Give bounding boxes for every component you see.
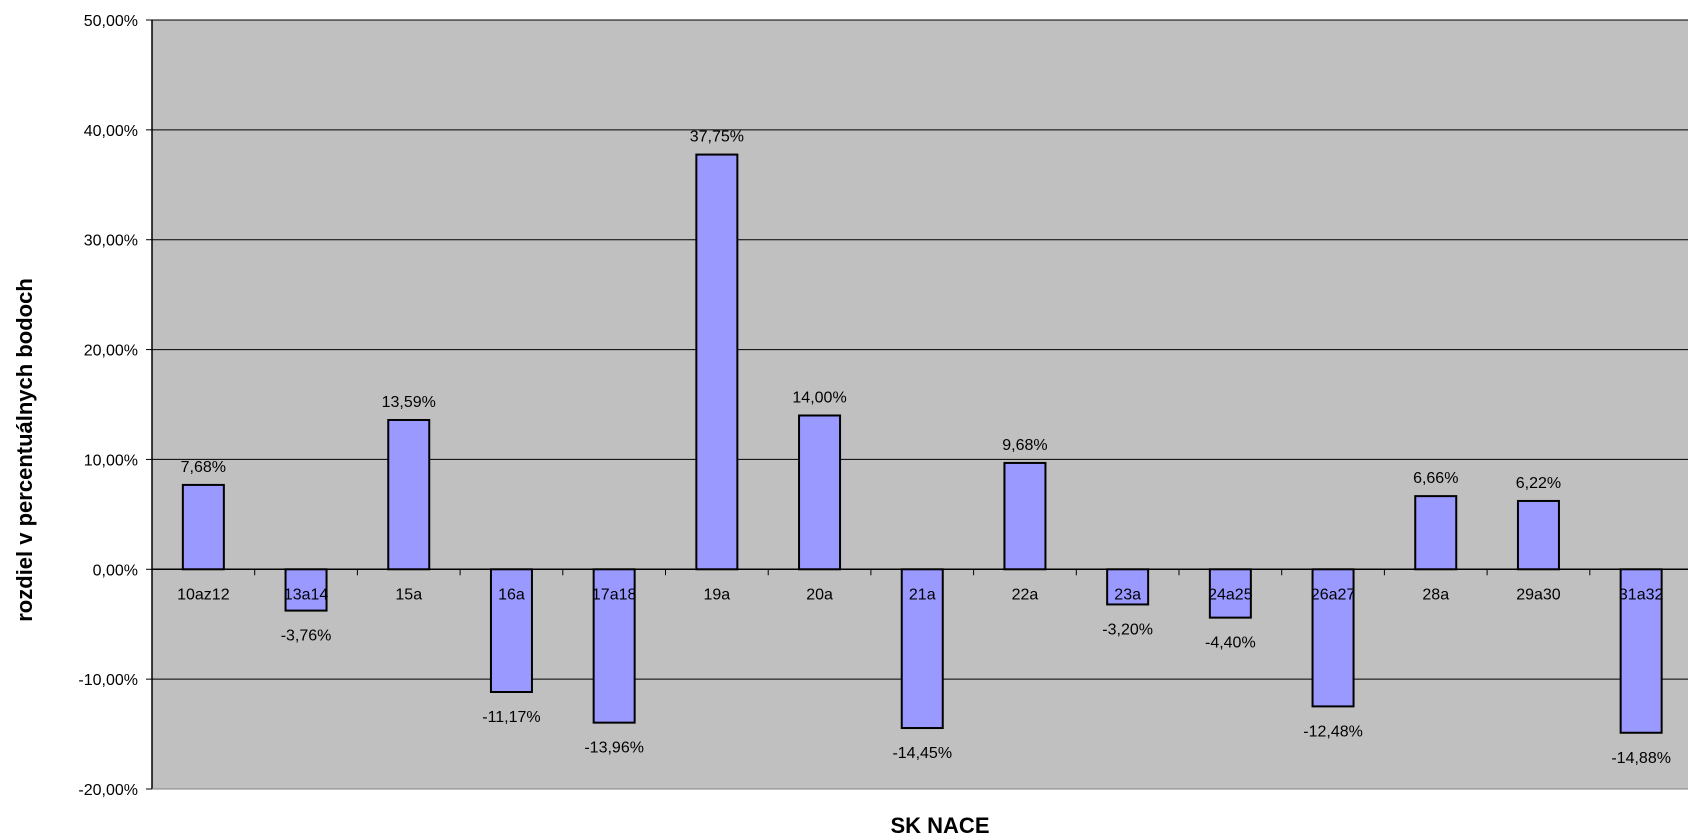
y-tick-label: -10,00% xyxy=(78,672,138,689)
bar-26a27 xyxy=(1311,568,1355,708)
x-tick-label: 13a14 xyxy=(284,586,329,603)
x-tick-label: 28a xyxy=(1422,586,1449,603)
y-tick-label: 10,00% xyxy=(84,452,138,469)
data-label: 37,75% xyxy=(690,129,744,146)
bar-19a xyxy=(695,153,739,571)
x-tick-label: 23a xyxy=(1114,586,1141,603)
data-label: 9,68% xyxy=(1002,437,1047,454)
bar-31a32 xyxy=(1619,568,1663,734)
y-tick-label: 0,00% xyxy=(93,562,138,579)
data-label: 14,00% xyxy=(792,389,846,406)
bar-17a18 xyxy=(592,568,636,724)
bar-13a14 xyxy=(284,568,328,612)
bar-23a xyxy=(1106,568,1150,606)
x-tick-label: 26a27 xyxy=(1311,586,1356,603)
bar-21a xyxy=(900,568,944,730)
data-labels: 7,68% -3,76% 13,59% -11,17% -13,96% 37,75% 14,… xyxy=(181,129,1671,767)
y-axis: -20,00% -10,00% 0,00% 10,00% 20,00% 30,00% 40,… xyxy=(78,13,1688,799)
y-tick-label: 50,00% xyxy=(84,13,138,30)
bar-20a xyxy=(798,414,842,571)
x-tick-label: 21a xyxy=(909,586,936,603)
x-tick-label: 29a30 xyxy=(1516,586,1561,603)
y-tick-label: -20,00% xyxy=(78,782,138,799)
data-label: -13,96% xyxy=(584,740,644,757)
bars xyxy=(181,153,1663,734)
x-tick-label: 16a xyxy=(498,586,525,603)
data-label: -3,76% xyxy=(281,628,332,645)
bar-22a xyxy=(1003,461,1047,571)
data-label: -14,88% xyxy=(1611,750,1671,767)
x-tick-label: 20a xyxy=(806,586,833,603)
data-label: 7,68% xyxy=(181,459,226,476)
x-axis-title: SK NACE xyxy=(890,813,989,838)
x-tick-label: 31a32 xyxy=(1619,586,1664,603)
bar-10az12 xyxy=(181,483,225,571)
x-tick-label: 10az12 xyxy=(177,586,230,603)
bar-28a xyxy=(1414,495,1458,571)
y-tick-label: 40,00% xyxy=(84,123,138,140)
data-label: -11,17% xyxy=(482,709,540,726)
data-label: 13,59% xyxy=(382,394,436,411)
y-tick-label: 20,00% xyxy=(84,343,138,360)
data-label: -3,20% xyxy=(1102,621,1153,638)
data-label: -14,45% xyxy=(892,745,952,762)
data-label: -4,40% xyxy=(1205,635,1256,652)
y-tick-label: 30,00% xyxy=(84,233,138,250)
bar-29a30 xyxy=(1516,499,1560,571)
data-label: 6,66% xyxy=(1413,470,1458,487)
bar-16a xyxy=(489,568,533,693)
data-label: -12,48% xyxy=(1303,723,1363,740)
bar-24a25 xyxy=(1208,568,1252,619)
x-tick-label: 19a xyxy=(703,586,730,603)
x-tick-label: 22a xyxy=(1012,586,1039,603)
y-axis-title: rozdiel v percentuálnych bodoch xyxy=(12,278,37,622)
bar-15a xyxy=(387,418,431,571)
x-tick-label: 24a25 xyxy=(1208,586,1253,603)
data-label: 6,22% xyxy=(1516,475,1561,492)
x-tick-label: 17a18 xyxy=(592,586,637,603)
category-labels: 10az12 13a14 15a 16a 17a18 19a 20a 21a 22a 23a 24a… xyxy=(177,586,1663,603)
x-tick-label: 15a xyxy=(395,586,422,603)
